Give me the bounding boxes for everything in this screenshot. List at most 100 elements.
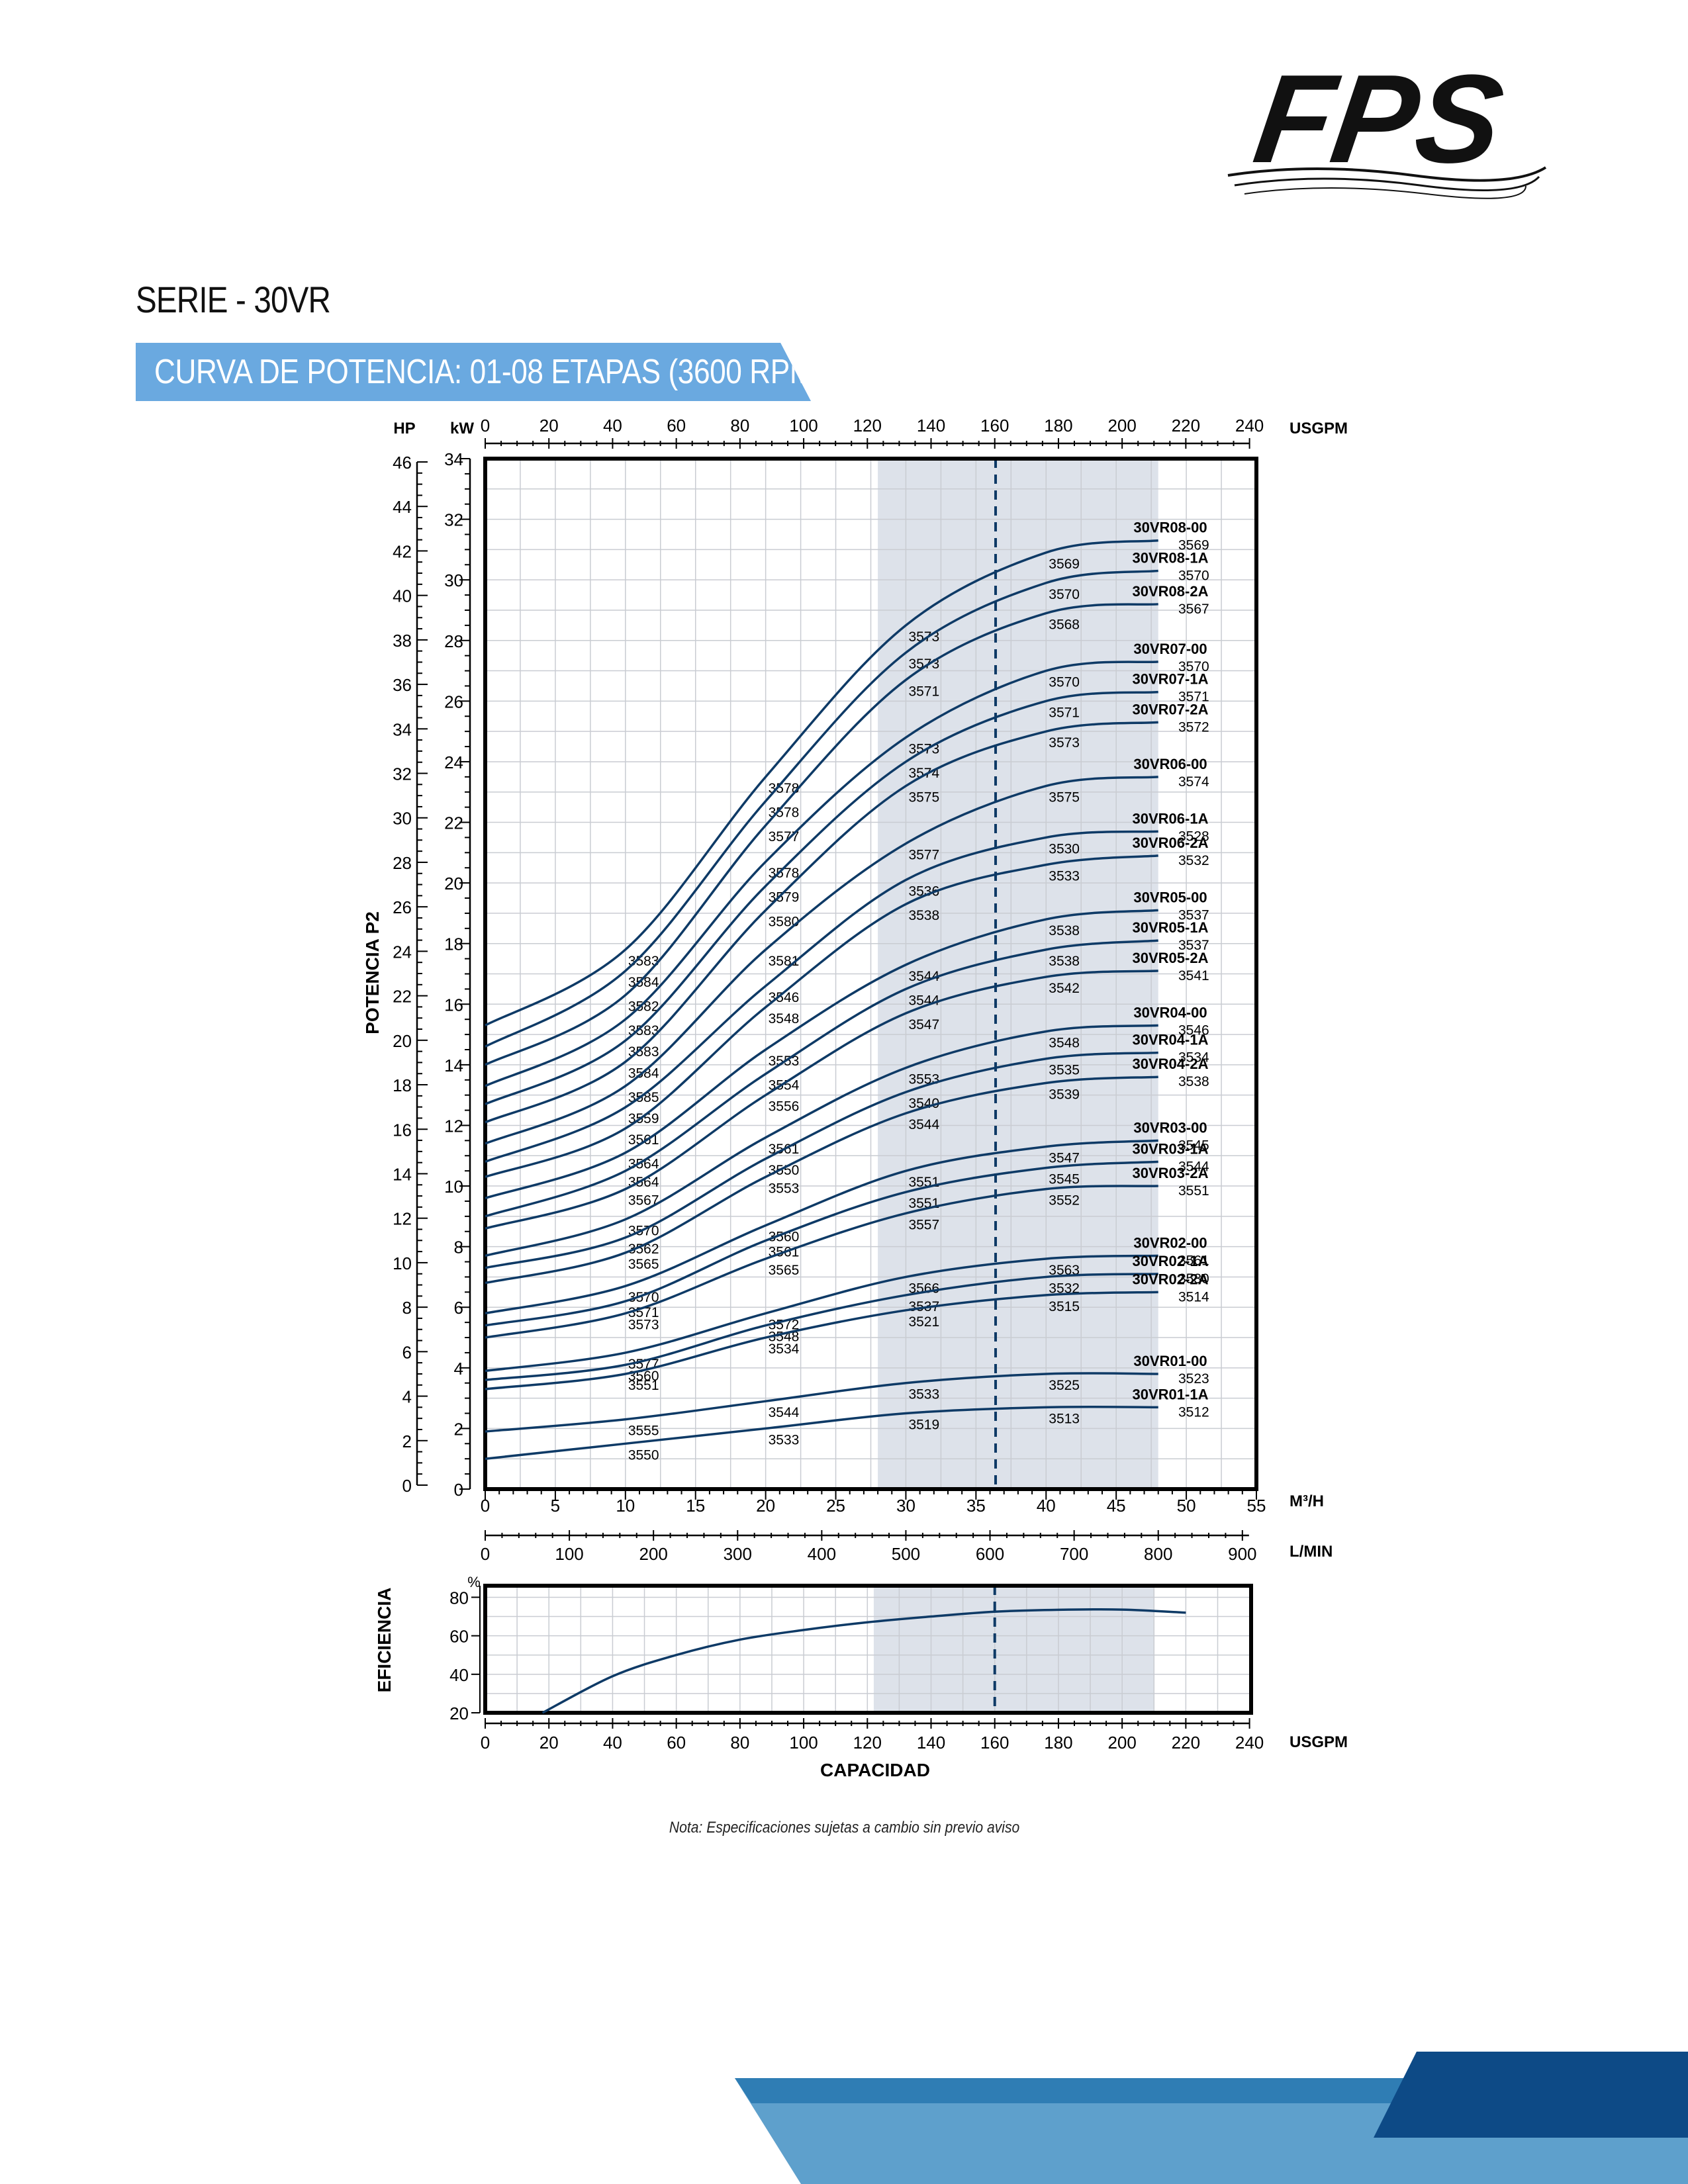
power-curve-30vr05-2a [485,970,1158,1230]
curve-point-label: 3578 [769,805,800,820]
power-curve-30vr01-1a [485,1405,1158,1460]
kw-tick-label: 2 [454,1419,463,1439]
curve-point-label: 3542 [1049,981,1080,996]
curve-point-label: 3573 [1049,735,1080,751]
eff-y-tick-label: 40 [449,1665,469,1685]
series-name-label: 30VR03-1A [1133,1140,1209,1157]
eff-x-tick-label: 80 [730,1733,749,1752]
curve-point-label: 3577 [769,829,800,844]
hp-tick-label: 42 [393,541,412,561]
power-curve-30vr07-1a [485,690,1158,1106]
curve-point-label: 3548 [769,1011,800,1026]
curve-point-label: 3574 [908,766,939,781]
series-name-label: 30VR04-2A [1133,1056,1209,1072]
curve-point-label: 3550 [769,1163,800,1178]
hp-tick-label: 46 [393,453,412,473]
series-name-label: 30VR02-00 [1133,1234,1207,1251]
power-curve-30vr01-00 [485,1372,1158,1433]
series-name-label: 30VR02-2A [1133,1271,1209,1287]
hp-tick-label: 40 [393,586,412,606]
curve-point-label: 3575 [908,790,939,805]
kw-tick-label: 28 [444,631,463,651]
curve-point-label: 3525 [1049,1378,1080,1393]
series-end-label: 3537 [1178,938,1209,953]
series-end-label: 3541 [1178,968,1209,983]
power-curve-30vr06-1a [485,830,1158,1163]
series-end-label: 3574 [1178,774,1209,790]
series-end-label: 3571 [1178,690,1209,705]
kw-tick-label: 20 [444,874,463,893]
power-curve-30vr07-2a [485,721,1158,1124]
m3h-tick-label: 25 [826,1496,845,1516]
logo-wave-2 [1234,175,1540,192]
m3h-tick-label: 0 [481,1496,490,1516]
curve-point-label: 3565 [769,1263,800,1278]
hp-tick-label: 24 [393,942,412,962]
curve-point-label: 3572 [769,1317,800,1332]
curve-point-label: 3536 [908,884,939,899]
kw-tick-label: 6 [454,1298,463,1318]
series-name-label: 30VR05-00 [1133,889,1207,905]
power-curve-30vr03-2a [485,1185,1158,1339]
curve-point-label: 3538 [1049,954,1080,969]
m3h-tick-label: 30 [896,1496,915,1516]
kw-tick-label: 22 [444,813,463,833]
curve-point-label: 3562 [628,1242,659,1257]
curve-point-label: 3583 [628,954,659,969]
curve-point-label: 3575 [1049,790,1080,805]
lmin-tick-label: 500 [892,1544,920,1564]
power-curve-30vr02-00 [485,1254,1158,1373]
curve-point-label: 3533 [908,1387,939,1402]
series-end-label: 3570 [1178,568,1209,583]
curve-point-label: 3570 [1049,587,1080,602]
m3h-tick-label: 10 [616,1496,635,1516]
power-curve-30vr04-00 [485,1024,1158,1257]
eff-x-tick-label: 100 [789,1733,818,1752]
kw-tick-label: 14 [444,1056,463,1075]
series-name-label: 30VR05-2A [1133,950,1209,966]
series-end-label: 3546 [1178,1023,1209,1038]
curve-point-label: 3571 [1049,705,1080,720]
usgpm-top-tick-label: 220 [1172,416,1200,435]
curve-point-label: 3551 [628,1378,659,1393]
capacity-axis-title: CAPACIDAD [820,1760,930,1780]
curve-point-label: 3538 [1049,923,1080,938]
m3h-tick-label: 15 [686,1496,705,1516]
curve-point-label: 3530 [1049,841,1080,856]
hp-tick-label: 8 [402,1298,412,1318]
series-end-label: 3538 [1178,1074,1209,1089]
series-end-label: 3544 [1178,1159,1209,1174]
hp-tick-label: 2 [402,1432,412,1451]
efficiency-recommended-band [873,1586,1154,1713]
power-curve-30vr03-1a [485,1160,1158,1327]
logo-wave-3 [1244,185,1526,199]
series-name-label: 30VR06-1A [1133,810,1209,827]
curve-point-label: 3552 [1049,1193,1080,1208]
series-end-label: 3567 [1178,602,1209,617]
eff-x-tick-label: 160 [980,1733,1009,1752]
lmin-unit: L/MIN [1289,1543,1333,1561]
usgpm-top-tick-label: 200 [1107,416,1136,435]
lmin-tick-label: 600 [976,1544,1004,1564]
m3h-tick-label: 50 [1177,1496,1196,1516]
power-curve-30vr05-1a [485,939,1158,1218]
m3h-tick-label: 20 [756,1496,775,1516]
hp-tick-label: 36 [393,675,412,695]
usgpm-top-tick-label: 180 [1044,416,1072,435]
kw-tick-label: 0 [454,1480,463,1500]
lmin-tick-label: 100 [555,1544,583,1564]
series-name-label: 30VR07-00 [1133,641,1207,657]
eff-x-tick-label: 140 [917,1733,945,1752]
eff-y-unit: % [467,1574,481,1590]
curve-point-label: 3571 [628,1305,659,1320]
efficiency-axis-title: EFICIENCIA [374,1588,395,1693]
m3h-tick-label: 40 [1037,1496,1056,1516]
hp-tick-label: 18 [393,1075,412,1095]
curve-point-label: 3569 [1049,557,1080,572]
hp-tick-label: 28 [393,853,412,873]
usgpm-top-tick-label: 120 [853,416,882,435]
efficiency-curve [541,1608,1186,1714]
kw-unit: kW [450,420,474,437]
series-name-label: 30VR08-00 [1133,520,1207,536]
